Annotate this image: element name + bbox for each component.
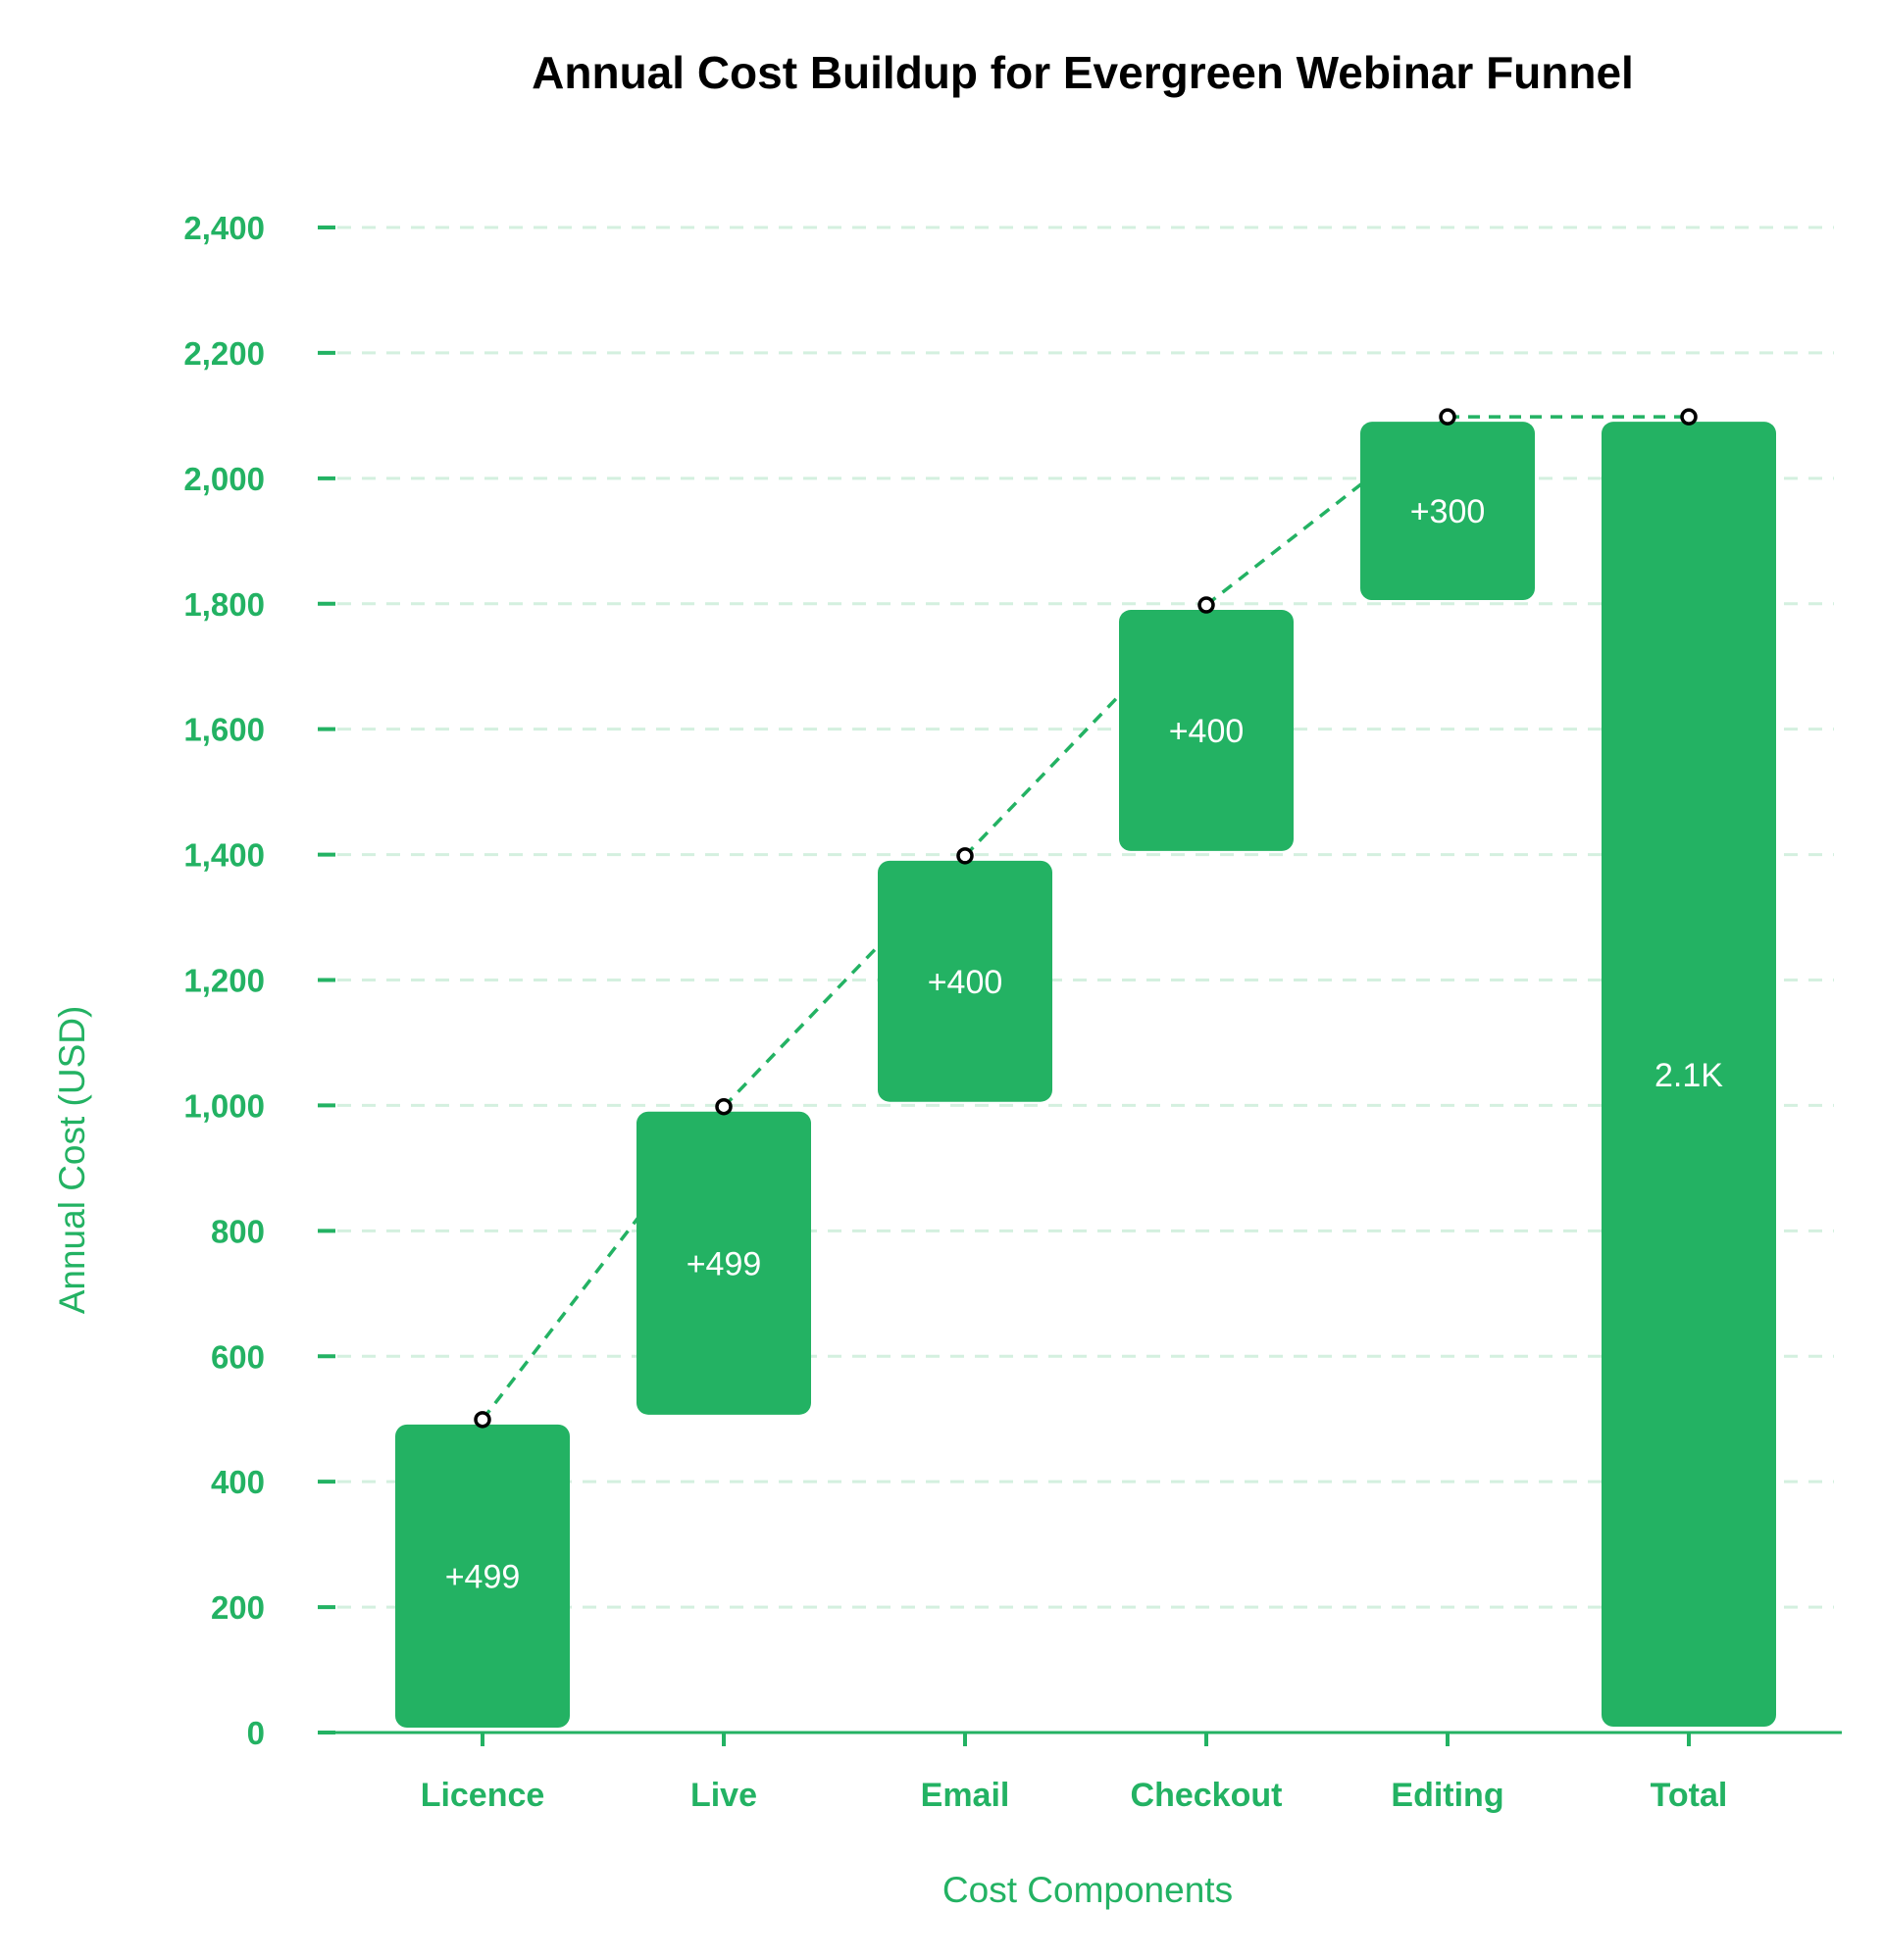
y-tick-label: 1,000 xyxy=(183,1087,265,1124)
y-tick-label: 400 xyxy=(211,1464,265,1500)
step-marker xyxy=(715,1097,733,1116)
bar-editing xyxy=(1360,422,1535,601)
y-tick-label: 200 xyxy=(211,1589,265,1626)
bar-value-label: +400 xyxy=(1169,713,1245,750)
bar-value-label: 2.1K xyxy=(1654,1057,1723,1094)
y-tick-label: 800 xyxy=(211,1213,265,1249)
chart-title: Annual Cost Buildup for Evergreen Webina… xyxy=(532,47,1634,98)
bar-value-label: +300 xyxy=(1410,493,1486,530)
y-axis-ticks: 0 200 400 600 800 1,000 1,200 1,400 1,600 1,800 2,… xyxy=(183,210,335,1751)
x-tick-label: Checkout xyxy=(1131,1777,1283,1814)
step-marker xyxy=(1680,408,1698,426)
y-tick-label: 1,600 xyxy=(183,712,265,748)
x-tick-label: Live xyxy=(690,1777,757,1814)
bar-total xyxy=(1602,422,1776,1727)
bar-checkout xyxy=(1119,610,1294,851)
x-tick-label: Total xyxy=(1651,1777,1728,1814)
x-tick-label: Editing xyxy=(1391,1777,1503,1814)
x-tick-label: Licence xyxy=(421,1777,545,1814)
bars: +499 +499 +400 +400 +300 2.1K xyxy=(395,422,1776,1728)
y-tick-label: 1,400 xyxy=(183,837,265,874)
step-markers xyxy=(474,408,1698,1429)
y-axis-label: Annual Cost (USD) xyxy=(52,1006,92,1315)
y-tick-label: 2,200 xyxy=(183,335,265,372)
x-tick-label: Email xyxy=(921,1777,1010,1814)
bar-value-label: +499 xyxy=(445,1558,521,1595)
y-tick-label: 0 xyxy=(247,1715,265,1751)
bar-live xyxy=(636,1111,811,1415)
bar-value-label: +400 xyxy=(928,964,1003,1001)
step-marker xyxy=(1439,408,1456,426)
step-marker xyxy=(956,847,974,865)
bar-licence xyxy=(395,1424,570,1728)
x-axis-ticks: Licence Live Email Checkout Editing Total xyxy=(421,1733,1728,1814)
bar-email xyxy=(878,860,1052,1102)
x-axis-label: Cost Components xyxy=(942,1870,1233,1910)
step-marker xyxy=(474,1411,491,1429)
bar-value-label: +499 xyxy=(687,1245,762,1282)
y-tick-label: 2,400 xyxy=(183,210,265,246)
y-tick-label: 600 xyxy=(211,1338,265,1375)
step-marker xyxy=(1197,596,1215,614)
y-tick-label: 1,800 xyxy=(183,586,265,623)
y-tick-label: 1,200 xyxy=(183,963,265,999)
connector-line xyxy=(481,1105,726,1421)
y-tick-label: 2,000 xyxy=(183,461,265,497)
